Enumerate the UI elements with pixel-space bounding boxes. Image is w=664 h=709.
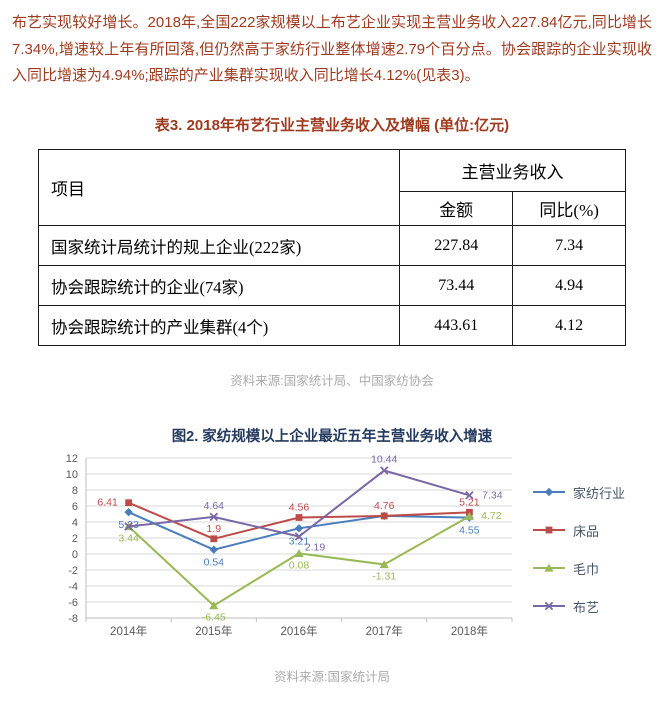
data-label: 7.34 — [482, 489, 503, 501]
data-label: -6.45 — [202, 612, 226, 624]
y-axis-tick-label: 12 — [66, 453, 78, 465]
table-header-group: 主营业务收入 — [399, 149, 626, 193]
chart-source: 资料来源:国家统计局 — [274, 670, 390, 685]
data-label: -1.31 — [372, 571, 396, 583]
legend-label: 床品 — [573, 523, 600, 539]
x-marker-icon — [533, 601, 565, 611]
series-3: 4.64 2.19 10.44 7.34 — [124, 454, 503, 554]
square-marker-icon — [533, 526, 565, 534]
data-label: 4.72 — [481, 510, 502, 522]
y-axis-tick-label: 4 — [72, 517, 78, 529]
legend-item: 家纺行业 — [532, 483, 625, 502]
y-axis-tick-label: 8 — [72, 485, 78, 497]
y-axis-tick-label: 0 — [72, 549, 78, 561]
series-1: 6.41 1.9 4.56 4.76 5.21 — [97, 496, 480, 543]
row-yoy: 4.94 — [512, 265, 626, 307]
series-2: 3.44 -6.45 0.08 -1.31 4.72 — [118, 510, 501, 623]
y-axis-tick-label: 10 — [66, 469, 78, 481]
x-axis-tick-label: 2016年 — [280, 624, 317, 638]
body-paragraph: 布艺实现较好增长。2018年,全国222家规模以上布艺企业实现主营业务收入227… — [12, 14, 652, 85]
y-axis-tick-label: -4 — [68, 581, 78, 593]
y-axis-tick-label: -8 — [68, 613, 78, 625]
data-label: 3.21 — [289, 535, 310, 547]
x-axis-tick-label: 2017年 — [366, 624, 403, 638]
chart-axes: 2014年 2015年 2016年 2017年 2018年 — [85, 458, 513, 638]
chart-legend: 家纺行业床品毛巾布艺 — [532, 483, 625, 616]
row-yoy: 4.12 — [512, 305, 626, 347]
legend-label: 毛巾 — [573, 561, 600, 577]
x-axis-tick-label: 2018年 — [451, 624, 488, 638]
legend-label: 布艺 — [573, 599, 600, 615]
table-title: 表3. 2018年布艺行业主营业务收入及增幅 (单位:亿元) — [154, 117, 510, 135]
table-header-amount: 金额 — [399, 191, 514, 227]
legend-item: 床品 — [532, 521, 625, 540]
row-amount: 227.84 — [399, 225, 514, 267]
data-label: 4.64 — [204, 500, 225, 512]
table-row: 国家统计局统计的规上企业(222家) 227.84 7.34 — [37, 225, 626, 267]
table-row: 协会跟踪统计的企业(74家) 73.44 4.94 — [37, 265, 626, 307]
table-row: 协会跟踪统计的产业集群(4个) 443.61 4.12 — [37, 305, 626, 347]
table-source: 资料来源:国家统计局、中国家纺协会 — [230, 374, 434, 389]
data-label: 10.44 — [371, 454, 397, 466]
row-yoy: 7.34 — [512, 225, 626, 267]
chart-title: 图2. 家纺规模以上企业最近五年主营业务收入增速 — [171, 429, 493, 446]
legend-item: 布艺 — [532, 597, 625, 616]
y-axis-tick-label: -6 — [68, 597, 78, 609]
row-amount: 443.61 — [399, 305, 514, 347]
revenue-table: 项目 主营业务收入 金额 同比(%) 国家统计局统计的规上企业(222家) 22… — [37, 149, 626, 347]
y-axis-tick-label: 2 — [72, 533, 78, 545]
row-amount: 73.44 — [399, 265, 514, 307]
x-axis-tick-label: 2014年 — [110, 624, 147, 638]
legend-item: 毛巾 — [532, 559, 625, 578]
data-label: 2.19 — [305, 542, 326, 554]
data-label: 1.9 — [206, 523, 221, 535]
diamond-marker-icon — [533, 487, 565, 497]
x-axis-tick-label: 2015年 — [195, 624, 232, 638]
y-axis-tick-label: -2 — [68, 565, 78, 577]
row-item-label: 协会跟踪统计的产业集群(4个) — [37, 305, 401, 347]
data-label: 4.56 — [289, 502, 310, 514]
data-label: 0.08 — [289, 559, 310, 571]
row-item-label: 协会跟踪统计的企业(74家) — [37, 265, 401, 307]
legend-label: 家纺行业 — [573, 485, 626, 501]
y-axis-tick-label: 6 — [72, 501, 78, 513]
table-header-item: 项目 — [37, 149, 401, 227]
data-label: 0.54 — [204, 557, 225, 569]
data-label: 6.41 — [97, 497, 118, 509]
data-label: 4.76 — [374, 500, 395, 512]
data-label: 5.21 — [459, 496, 480, 508]
triangle-marker-icon — [533, 563, 565, 572]
row-item-label: 国家统计局统计的规上企业(222家) — [37, 225, 401, 267]
data-label: 3.44 — [118, 533, 139, 545]
table-header-yoy: 同比(%) — [512, 191, 626, 227]
data-label: 4.55 — [459, 525, 480, 537]
chart-block: -8 -6 -4 -2 0 2 4 6 8 10 12 2014年 2015年 2016年 2017年 201… — [40, 450, 654, 648]
